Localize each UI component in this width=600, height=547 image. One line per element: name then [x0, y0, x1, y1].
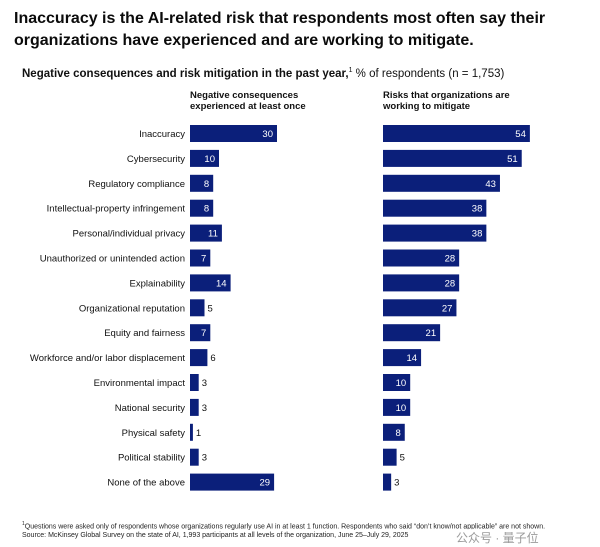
bar	[383, 398, 411, 416]
data-label: 14	[407, 353, 418, 364]
category-label: None of the above	[107, 478, 185, 489]
data-label: 54	[515, 129, 526, 140]
category-label: Political stability	[118, 453, 185, 464]
data-label: 30	[262, 129, 273, 140]
data-label: 8	[204, 204, 209, 215]
data-label: 3	[202, 378, 207, 389]
bar	[190, 174, 214, 192]
data-label: 11	[208, 229, 218, 240]
bar	[383, 149, 522, 167]
bar	[190, 274, 231, 292]
data-label: 1	[196, 428, 201, 439]
bar	[190, 448, 199, 466]
bar	[190, 349, 208, 367]
bar	[190, 224, 222, 242]
category-label: Intellectual-property infringement	[47, 204, 186, 215]
bar	[190, 125, 277, 142]
bar	[383, 448, 397, 466]
data-label: 7	[201, 328, 206, 339]
category-label: Regulatory compliance	[88, 179, 185, 190]
data-label: 3	[202, 403, 207, 414]
data-label: 7	[201, 254, 206, 265]
bar	[383, 324, 441, 342]
data-label: 10	[396, 403, 407, 414]
bar	[383, 224, 487, 242]
footnote-line-1: Questions were asked only of respondents…	[24, 523, 546, 531]
data-label: 21	[426, 328, 437, 339]
bar	[190, 199, 214, 217]
category-label: Workforce and/or labor displacement	[30, 353, 185, 364]
data-label: 8	[395, 428, 400, 439]
category-label: Cybersecurity	[127, 154, 185, 165]
data-label: 27	[442, 303, 453, 314]
bar	[190, 324, 211, 342]
category-label: Inaccuracy	[139, 129, 185, 140]
data-label: 3	[394, 478, 399, 489]
bar	[190, 423, 193, 441]
category-label: Explainability	[130, 278, 186, 289]
data-label: 28	[445, 254, 456, 265]
data-label: 29	[260, 478, 271, 489]
bar	[383, 374, 411, 391]
data-label: 6	[210, 353, 215, 364]
footnote-source: Source: McKinsey Global Survey on the st…	[22, 531, 409, 539]
bar	[383, 299, 457, 317]
category-label: Personal/individual privacy	[73, 229, 186, 240]
data-label: 28	[445, 278, 456, 289]
bar	[190, 374, 199, 391]
data-label: 43	[485, 179, 496, 190]
bar	[383, 174, 500, 192]
watermark: 公众号 · 量子位	[452, 529, 543, 546]
bar	[383, 249, 460, 267]
data-label: 38	[472, 204, 483, 215]
category-label: Environmental impact	[94, 378, 186, 389]
subtitle-bold: Negative consequences and risk mitigatio…	[22, 67, 349, 80]
data-label: 38	[472, 229, 483, 240]
data-label: 51	[507, 154, 518, 165]
left-column-header: Negative consequences experienced at lea…	[190, 90, 306, 112]
bar	[190, 398, 199, 416]
bar	[190, 299, 205, 317]
data-label: 5	[208, 303, 213, 314]
data-label: 5	[400, 453, 405, 464]
bar	[190, 149, 219, 167]
chart-subtitle: Negative consequences and risk mitigatio…	[22, 67, 504, 80]
bar	[383, 349, 422, 367]
data-label: 3	[202, 453, 207, 464]
data-label: 10	[204, 154, 215, 165]
right-column-header: Risks that organizations are working to …	[383, 90, 510, 112]
data-label: 8	[204, 179, 209, 190]
data-label: 10	[396, 378, 407, 389]
bar	[383, 274, 460, 292]
category-label: Organizational reputation	[79, 303, 185, 314]
footnote: 1Questions were asked only of respondent…	[22, 520, 587, 540]
category-label: Physical safety	[122, 428, 186, 439]
category-label: Unauthorized or unintended action	[40, 254, 185, 265]
data-label: 14	[216, 278, 227, 289]
subtitle-rest: % of respondents (n = 1,753)	[352, 67, 505, 80]
bar	[383, 125, 530, 142]
chart-headline: Inaccuracy is the AI-related risk that r…	[14, 10, 546, 49]
bar	[190, 473, 275, 491]
bar	[383, 423, 405, 441]
bar	[190, 249, 211, 267]
category-label: Equity and fairness	[104, 328, 185, 339]
bar	[383, 473, 392, 491]
footnote-mark: 1	[22, 521, 25, 527]
category-label: National security	[115, 403, 185, 414]
subtitle-footnote-mark: 1	[348, 67, 353, 74]
bar	[383, 199, 487, 217]
